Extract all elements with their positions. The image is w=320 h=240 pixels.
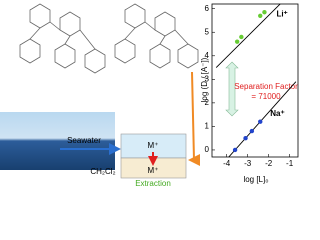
x-tick-label: -2 bbox=[265, 159, 273, 168]
annotation: Separation Factor bbox=[234, 82, 298, 91]
y-tick-label: 3 bbox=[205, 74, 210, 83]
y-tick-label: 5 bbox=[205, 27, 210, 36]
plot-frame bbox=[211, 3, 299, 158]
annotation: = 71000 bbox=[251, 92, 281, 101]
x-axis-label: log [L]₀ bbox=[243, 175, 268, 184]
point bbox=[262, 10, 267, 15]
ion: M⁺ bbox=[148, 166, 159, 175]
point bbox=[243, 135, 248, 141]
label: Seawater bbox=[67, 136, 101, 145]
x-tick-label: -4 bbox=[223, 159, 231, 168]
point bbox=[232, 147, 238, 153]
sea-photo bbox=[0, 112, 115, 170]
fit-line bbox=[215, 4, 281, 68]
legend-label: Li⁺ bbox=[276, 9, 287, 18]
point bbox=[258, 13, 263, 18]
arrow bbox=[188, 71, 200, 166]
y-tick-label: 0 bbox=[205, 145, 210, 154]
y-tick-label: 2 bbox=[205, 98, 210, 107]
double-arrow bbox=[225, 61, 239, 117]
molecules bbox=[19, 3, 199, 74]
x-tick-label: -3 bbox=[244, 159, 252, 168]
fit-line bbox=[228, 81, 297, 157]
ion: M⁺ bbox=[148, 141, 159, 150]
point bbox=[234, 39, 240, 44]
point bbox=[249, 128, 255, 134]
x-tick-label: -1 bbox=[286, 159, 294, 168]
point bbox=[258, 119, 263, 124]
legend-label: Na⁺ bbox=[270, 109, 284, 118]
y-tick-label: 1 bbox=[205, 122, 210, 131]
y-tick-label: 6 bbox=[205, 4, 210, 13]
label: CH₂Cl₂ bbox=[90, 167, 115, 176]
label: Extraction bbox=[135, 179, 171, 188]
graphic: M⁺ M⁺ Seawater CH₂Cl₂ Extraction log (D … bbox=[0, 3, 299, 188]
point bbox=[239, 34, 244, 40]
y-tick-label: 4 bbox=[205, 51, 210, 60]
y-axis-label: log (D / [A⁻]) bbox=[200, 57, 209, 102]
